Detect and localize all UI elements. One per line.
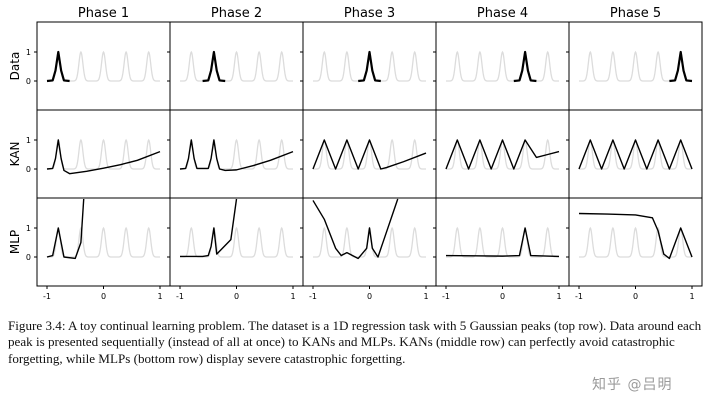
y-tick-label: 1 bbox=[26, 224, 31, 233]
chart-panel bbox=[300, 21, 437, 111]
figure-grid: Phase 1 Phase 2 Phase 3 Phase 4 Phase 5 Data K… bbox=[8, 6, 703, 301]
x-tick-label: -1 bbox=[176, 292, 184, 301]
panel-frame bbox=[169, 197, 304, 287]
series-line bbox=[669, 50, 693, 83]
series-line bbox=[202, 50, 226, 83]
chart-panel: -1 0 1 bbox=[167, 197, 304, 301]
chart-panel: 1 0 -1 0 1 bbox=[26, 197, 171, 301]
x-tick-label: 1 bbox=[290, 292, 295, 301]
panel-frame bbox=[36, 109, 171, 199]
series-line bbox=[578, 139, 693, 170]
panel-frame bbox=[169, 109, 304, 199]
chart-panel bbox=[167, 109, 304, 199]
chart-panel: 10 bbox=[26, 21, 171, 111]
panel-frame bbox=[435, 21, 570, 111]
panel-frame bbox=[568, 197, 703, 287]
x-tick-label: 0 bbox=[367, 292, 372, 301]
x-tick-label: 1 bbox=[556, 292, 561, 301]
watermark: 知乎 @吕明 bbox=[592, 377, 673, 393]
phase-title: Phase 3 bbox=[344, 6, 395, 21]
x-tick-label: -1 bbox=[309, 292, 317, 301]
x-tick-label: 1 bbox=[157, 292, 162, 301]
chart-panel bbox=[433, 21, 570, 111]
series-line bbox=[312, 139, 427, 170]
panel-frame bbox=[302, 109, 437, 199]
panel-frame bbox=[169, 21, 304, 111]
series-line bbox=[358, 50, 381, 83]
series-line bbox=[445, 227, 560, 258]
row-label: Data bbox=[8, 52, 22, 81]
x-tick-label: 0 bbox=[234, 292, 239, 301]
series-line bbox=[179, 139, 294, 172]
chart-panel: -1 0 1 bbox=[300, 197, 437, 301]
ghost-data-line bbox=[47, 138, 160, 170]
x-tick-label: -1 bbox=[43, 292, 51, 301]
ghost-data-line bbox=[47, 226, 160, 258]
y-tick-label: 0 bbox=[26, 253, 31, 262]
panel-frame bbox=[568, 109, 703, 199]
chart-panel bbox=[167, 21, 304, 111]
phase-title: Phase 2 bbox=[211, 6, 262, 21]
ghost-data-line bbox=[446, 226, 559, 258]
chart-panel: -1 0 1 bbox=[433, 197, 570, 301]
ghost-data-line bbox=[180, 138, 293, 170]
phase-title: Phase 4 bbox=[477, 6, 528, 21]
y-tick-label: 1 bbox=[26, 48, 31, 57]
x-tick-label: 1 bbox=[689, 292, 694, 301]
panel-frame bbox=[435, 197, 570, 287]
row-label: MLP bbox=[8, 230, 22, 254]
panel-frame bbox=[302, 197, 437, 287]
x-tick-label: 0 bbox=[500, 292, 505, 301]
panel-frame bbox=[36, 197, 171, 287]
ghost-data-line bbox=[446, 50, 559, 82]
x-tick-label: 0 bbox=[101, 292, 106, 301]
series-line bbox=[46, 50, 70, 83]
ghost-data-line bbox=[579, 226, 692, 258]
ghost-data-line bbox=[180, 226, 293, 258]
y-tick-label: 0 bbox=[26, 165, 31, 174]
x-tick-label: 0 bbox=[633, 292, 638, 301]
x-tick-label: -1 bbox=[575, 292, 583, 301]
chart-panel bbox=[566, 109, 703, 199]
ghost-data-line bbox=[180, 50, 293, 82]
series-line bbox=[180, 198, 238, 258]
chart-panel bbox=[566, 21, 703, 111]
chart-panel bbox=[433, 109, 570, 199]
series-line bbox=[513, 50, 537, 83]
series-line bbox=[46, 198, 85, 260]
x-tick-label: 1 bbox=[423, 292, 428, 301]
row-label: KAN bbox=[8, 142, 22, 167]
series-line bbox=[445, 139, 560, 170]
series-line bbox=[312, 198, 399, 260]
chart-panel: 10 bbox=[26, 109, 171, 199]
series-line bbox=[578, 212, 693, 260]
phase-title: Phase 5 bbox=[610, 6, 661, 21]
y-tick-label: 1 bbox=[26, 136, 31, 145]
x-tick-label: -1 bbox=[442, 292, 450, 301]
phase-title: Phase 1 bbox=[78, 6, 129, 21]
chart-panel bbox=[300, 109, 437, 199]
y-tick-label: 0 bbox=[26, 77, 31, 86]
panel-frame bbox=[302, 21, 437, 111]
chart-panel: -1 0 1 bbox=[566, 197, 703, 301]
figure-caption: Figure 3.4: A toy continual learning pro… bbox=[8, 318, 702, 366]
series-line bbox=[46, 139, 161, 175]
